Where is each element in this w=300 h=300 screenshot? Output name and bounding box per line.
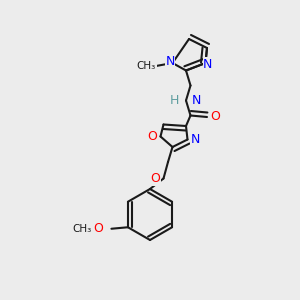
Text: O: O (93, 222, 103, 235)
Text: O: O (150, 172, 160, 185)
Text: N: N (191, 133, 200, 146)
Text: O: O (147, 130, 157, 143)
Text: H: H (170, 94, 179, 107)
Text: CH₃: CH₃ (73, 224, 92, 234)
Text: N: N (191, 94, 201, 107)
Text: CH₃: CH₃ (137, 61, 156, 71)
Text: N: N (203, 58, 213, 71)
Text: N: N (165, 55, 175, 68)
Text: O: O (211, 110, 220, 124)
